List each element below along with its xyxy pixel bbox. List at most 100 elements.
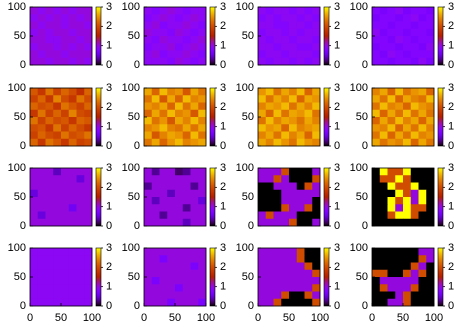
heatmap-cell	[304, 197, 313, 205]
heatmap-cell	[37, 109, 46, 118]
heatmap-cell	[403, 277, 412, 285]
heatmap-cell	[144, 211, 153, 220]
heatmap-cell	[289, 109, 298, 118]
colorbar-tick-label: 2	[106, 181, 112, 193]
colorbar-tick-label: 3	[334, 162, 340, 174]
heatmap-cell	[312, 138, 321, 147]
heatmap-cell	[258, 291, 267, 300]
y-tick-label: 0	[134, 59, 140, 71]
heatmap-cell	[273, 168, 282, 176]
heatmap-cell	[144, 36, 153, 44]
heatmap-cell	[151, 28, 160, 37]
colorbar-tick-label: 2	[220, 181, 226, 193]
colorbar	[95, 87, 102, 147]
colorbar-tick-label: 0	[106, 59, 112, 71]
heatmap-cell	[265, 168, 274, 176]
heatmap-cell	[387, 57, 396, 66]
heatmap-cell	[37, 277, 46, 285]
heatmap-cell	[84, 269, 93, 278]
heatmap-cell	[296, 28, 305, 37]
heatmap-cell	[426, 291, 435, 300]
heatmap-cell	[418, 138, 427, 147]
heatmap-cell	[84, 117, 93, 125]
heatmap-cell	[387, 298, 396, 307]
heatmap-cell	[84, 248, 93, 256]
heatmap-cell	[53, 218, 62, 227]
heatmap-cell	[265, 50, 274, 59]
heatmap-cell	[418, 262, 427, 271]
heatmap-cell	[76, 131, 85, 140]
heatmap-cell	[76, 291, 85, 300]
heatmap-cell	[68, 117, 77, 125]
heatmap-cell	[30, 131, 39, 140]
heatmap-cell	[30, 168, 39, 176]
y-tick-label: 0	[20, 140, 26, 152]
heatmap-cell	[182, 248, 191, 256]
heatmap-cell	[61, 211, 70, 220]
heatmap-cell	[289, 14, 298, 22]
heatmap-cell	[304, 138, 313, 147]
heatmap-cell	[379, 255, 388, 263]
heatmap-cell	[76, 277, 85, 285]
heatmap-cell	[296, 43, 305, 51]
x-tick-label: 100	[83, 312, 101, 324]
heatmap-cell	[379, 57, 388, 66]
heatmap-cell	[198, 36, 207, 44]
heatmap-cell	[372, 211, 381, 220]
heatmap-cell	[403, 182, 412, 191]
heatmap-cell	[151, 36, 160, 44]
heatmap-cell	[426, 50, 435, 59]
heatmap-cell	[167, 168, 176, 176]
heatmap-cell	[144, 255, 153, 263]
heatmap-cell	[30, 197, 39, 205]
colorbar-tick-label: 3	[334, 82, 340, 94]
x-tick-label: 50	[283, 312, 295, 324]
heatmap-cell	[395, 131, 404, 140]
heatmap-cell	[84, 277, 93, 285]
heatmap-cell	[182, 131, 191, 140]
heatmap-cell	[273, 298, 282, 307]
heatmap-cell	[265, 88, 274, 96]
heatmap-cell	[182, 109, 191, 118]
heatmap-cell	[151, 291, 160, 300]
heatmap-cell	[198, 117, 207, 125]
heatmap-cell	[84, 88, 93, 96]
heatmap-cell	[182, 277, 191, 285]
heatmap-cell	[410, 50, 419, 59]
heatmap-cell	[37, 7, 46, 15]
heatmap-cell	[372, 50, 381, 59]
heatmap-cell	[395, 109, 404, 118]
heatmap-cell	[76, 218, 85, 227]
heatmap-cell	[379, 204, 388, 212]
heatmap-cell	[76, 197, 85, 205]
heatmap-cell	[167, 197, 176, 205]
heatmap-cell	[68, 50, 77, 59]
heatmap-cell	[258, 298, 267, 307]
heatmap-cell	[198, 298, 207, 307]
heatmap-cell	[258, 211, 267, 220]
heatmap-cell	[53, 102, 62, 111]
heatmap-cell	[426, 255, 435, 263]
heatmap-cell	[175, 211, 184, 220]
heatmap-cell	[37, 189, 46, 198]
heatmap-cell	[418, 14, 427, 22]
heatmap-cell	[151, 138, 160, 147]
colorbar-tick-label: 3	[220, 242, 226, 254]
heatmap-cell	[68, 204, 77, 212]
heatmap-cell	[45, 117, 54, 125]
heatmap-cell	[395, 43, 404, 51]
heatmap-cell	[37, 131, 46, 140]
colorbar	[323, 167, 330, 227]
colorbar	[323, 6, 330, 66]
heatmap-cell	[61, 14, 70, 22]
heatmap-cell	[387, 117, 396, 125]
heatmap-cell	[426, 168, 435, 176]
heatmap-cell	[53, 269, 62, 278]
heatmap-cell	[395, 248, 404, 256]
heatmap-cell	[53, 21, 62, 30]
heatmap-cell	[37, 50, 46, 59]
heatmap-cell	[296, 57, 305, 66]
heatmap-cell	[30, 204, 39, 212]
heatmap-cell	[372, 182, 381, 191]
heatmap-cell	[387, 14, 396, 22]
